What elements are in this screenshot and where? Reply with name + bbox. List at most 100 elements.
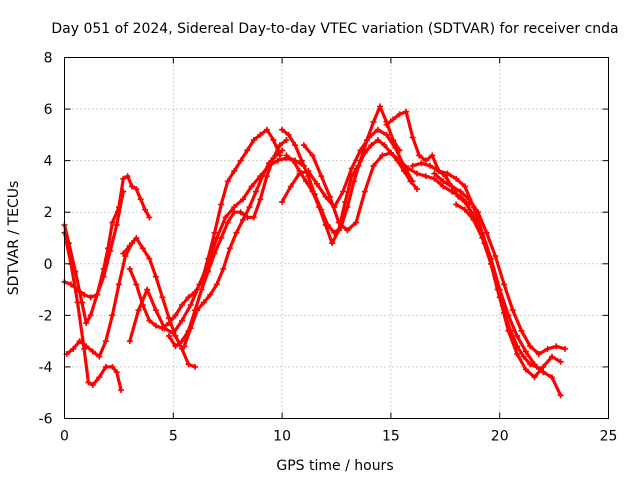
data-point-marker [483,229,490,236]
data-point-marker [357,147,364,154]
data-point-marker [431,175,438,182]
data-point-marker [142,206,149,213]
data-point-marker [409,178,416,185]
data-point-marker [172,343,179,350]
data-point-marker [196,281,203,288]
data-point-marker [231,209,238,216]
data-point-marker [128,183,135,190]
data-point-marker [113,222,120,229]
data-point-marker [74,299,81,306]
data-point-marker [165,332,172,339]
series-line [182,148,284,348]
data-point-marker [244,147,251,154]
data-point-marker [231,167,238,174]
data-point-marker [505,327,512,334]
data-point-marker [96,353,103,360]
data-point-marker [85,379,92,386]
data-point-marker [250,214,257,221]
data-point-marker [144,286,151,293]
data-point-marker [396,111,403,118]
data-point-marker [492,253,499,260]
data-point-marker [161,325,168,332]
data-point-marker [222,214,229,221]
data-point-marker [211,229,218,236]
data-point-marker [318,173,325,180]
data-point-marker [279,198,286,205]
series-track-16 [431,170,568,358]
data-point-marker [366,134,373,141]
data-point-marker [139,245,146,252]
data-point-marker [370,162,377,169]
data-point-marker [266,160,273,167]
data-point-marker [353,219,360,226]
data-point-marker [274,157,281,164]
data-point-marker [303,178,310,185]
data-point-marker [453,201,460,208]
data-point-marker [87,312,94,319]
data-point-marker [165,314,172,321]
data-point-marker [548,353,555,360]
data-point-marker [115,281,122,288]
data-point-marker [257,196,264,203]
data-point-marker [453,175,460,182]
data-point-marker [431,170,438,177]
data-point-marker [146,317,153,324]
data-point-marker [237,209,244,216]
data-point-marker [120,188,127,195]
series-line [280,128,415,209]
series-track-14 [383,108,547,376]
data-point-marker [470,216,477,223]
data-point-marker [505,312,512,319]
x-tick-label: 10 [273,429,291,445]
series-line [411,161,563,397]
data-point-marker [309,152,316,159]
data-point-marker [246,204,253,211]
data-point-marker [109,219,116,226]
data-point-marker [152,273,159,280]
data-point-marker [440,183,447,190]
data-point-marker [514,351,521,358]
data-point-marker [522,366,529,373]
data-point-marker [444,170,451,177]
data-point-marker [531,374,538,381]
data-point-marker [120,175,127,182]
data-point-marker [239,216,246,223]
y-tick-label: 0 [44,257,53,273]
data-point-marker [377,103,384,110]
x-tick-label: 15 [382,429,400,445]
y-tick-label: 8 [44,51,53,67]
y-tick-label: -2 [39,308,53,324]
data-point-marker [531,361,538,368]
data-point-marker [146,255,153,262]
data-point-marker [361,188,368,195]
data-point-marker [496,294,503,301]
data-point-marker [557,358,564,365]
data-point-marker [348,165,355,172]
data-point-marker [296,170,303,177]
data-point-marker [220,265,227,272]
data-point-marker [252,188,259,195]
data-point-marker [170,330,177,337]
data-point-marker [185,361,192,368]
data-point-marker [553,343,560,350]
data-point-marker [509,307,516,314]
data-point-marker [387,149,394,156]
data-point-marker [520,353,527,360]
data-point-marker [468,209,475,216]
data-point-marker [361,149,368,156]
data-point-marker [185,294,192,301]
data-point-marker [374,137,381,144]
data-point-marker [109,363,116,370]
data-point-marker [74,286,81,293]
data-point-marker [540,369,547,376]
data-point-marker [102,338,109,345]
series-line [121,236,197,369]
data-point-marker [187,325,194,332]
data-point-marker [544,345,551,352]
data-point-marker [187,302,194,309]
data-point-marker [298,157,305,164]
data-point-marker [448,183,455,190]
data-point-marker [383,121,390,128]
data-point-marker [109,312,116,319]
data-point-marker [355,162,362,169]
